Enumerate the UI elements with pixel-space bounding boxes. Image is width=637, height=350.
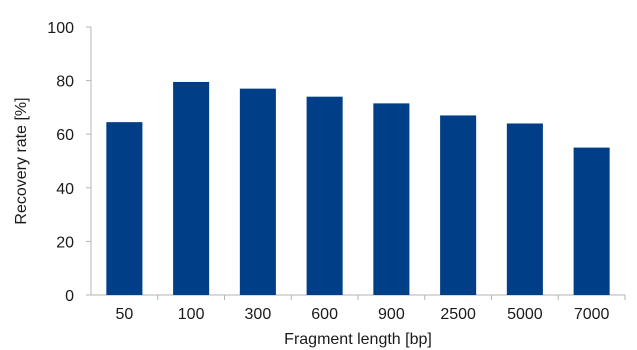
x-tick-label: 5000	[507, 306, 543, 323]
bars	[106, 81, 610, 296]
y-tick-label: 80	[56, 74, 74, 91]
x-tick-label: 2500	[440, 306, 476, 323]
bar-5000	[506, 123, 543, 295]
x-tick-label: 900	[378, 306, 405, 323]
x-tick-label: 100	[178, 306, 205, 323]
x-tick-label: 7000	[574, 306, 610, 323]
bar-300	[239, 88, 276, 295]
x-axis-title: Fragment length [bp]	[284, 331, 432, 348]
y-tick-label: 60	[56, 127, 74, 144]
axes	[90, 27, 625, 296]
bar-7000	[573, 147, 610, 295]
x-tick-label: 600	[311, 306, 338, 323]
y-tick-label: 100	[47, 20, 74, 37]
bar-600	[306, 96, 343, 296]
x-axis-ticks: 50 100 300 600 900 2500 5000 7000	[115, 295, 626, 323]
y-tick-label: 20	[56, 234, 74, 251]
y-tick-label: 40	[56, 181, 74, 198]
bar-100	[173, 81, 210, 295]
x-tick-label: 300	[245, 306, 272, 323]
y-axis-title: Recovery rate [%]	[13, 97, 30, 224]
y-axis-ticks: 0 20 40 60 80 100	[47, 20, 91, 305]
bar-50	[106, 122, 143, 295]
bar-2500	[440, 115, 477, 295]
y-tick-label: 0	[65, 288, 74, 305]
bar-900	[373, 103, 410, 295]
x-tick-label: 50	[115, 306, 133, 323]
